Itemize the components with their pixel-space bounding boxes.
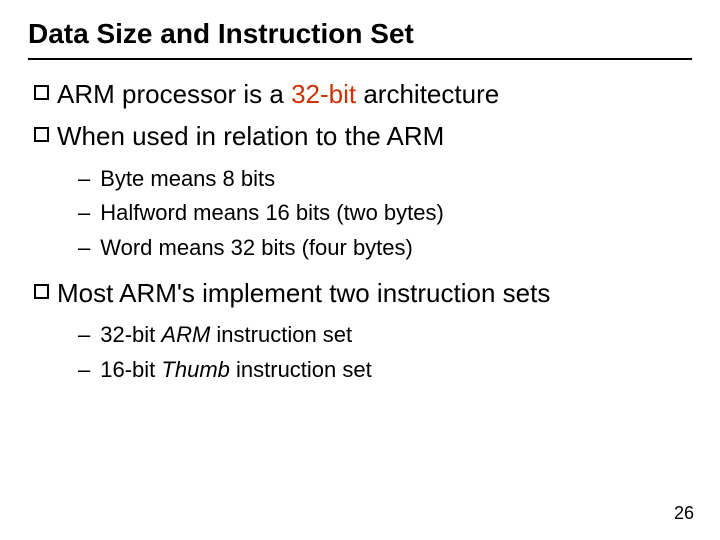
- dash-icon: –: [78, 164, 90, 194]
- square-bullet-icon: [34, 127, 49, 142]
- dash-icon: –: [78, 355, 90, 385]
- page-number: 26: [674, 503, 694, 524]
- square-bullet-icon: [34, 284, 49, 299]
- slide-container: Data Size and Instruction Set ARM proces…: [0, 0, 720, 540]
- sub-bullet-block: – 32-bit ARM instruction set – 16-bit Th…: [78, 320, 692, 384]
- bullet-post: architecture: [356, 79, 499, 109]
- sub-bullet-text: 32-bit ARM instruction set: [100, 320, 352, 350]
- bullet-l2: – 32-bit ARM instruction set: [78, 320, 692, 350]
- bullet-pre: When used in relation to the ARM: [57, 121, 444, 151]
- bullet-l1: When used in relation to the ARM: [28, 120, 692, 154]
- bullet-text: When used in relation to the ARM: [57, 120, 444, 154]
- bullet-highlight: 32-bit: [291, 79, 356, 109]
- sub-bullet-text: Byte means 8 bits: [100, 164, 275, 194]
- sub-bullet-text: 16-bit Thumb instruction set: [100, 355, 371, 385]
- slide-title: Data Size and Instruction Set: [28, 18, 692, 60]
- dash-icon: –: [78, 233, 90, 263]
- sub-post: instruction set: [230, 357, 372, 382]
- sub-bullet-text: Halfword means 16 bits (two bytes): [100, 198, 444, 228]
- dash-icon: –: [78, 320, 90, 350]
- dash-icon: –: [78, 198, 90, 228]
- bullet-l1: Most ARM's implement two instruction set…: [28, 277, 692, 311]
- sub-italic: Thumb: [161, 357, 229, 382]
- sub-italic: ARM: [161, 322, 210, 347]
- bullet-l2: – Byte means 8 bits: [78, 164, 692, 194]
- bullet-pre: Most ARM's implement two instruction set…: [57, 278, 550, 308]
- bullet-pre: ARM processor is a: [57, 79, 291, 109]
- bullet-text: Most ARM's implement two instruction set…: [57, 277, 550, 311]
- sub-bullet-block: – Byte means 8 bits – Halfword means 16 …: [78, 164, 692, 263]
- bullet-l2: – 16-bit Thumb instruction set: [78, 355, 692, 385]
- bullet-l1: ARM processor is a 32-bit architecture: [28, 78, 692, 112]
- bullet-l2: – Word means 32 bits (four bytes): [78, 233, 692, 263]
- bullet-text: ARM processor is a 32-bit architecture: [57, 78, 499, 112]
- square-bullet-icon: [34, 85, 49, 100]
- sub-pre: 32-bit: [100, 322, 161, 347]
- bullet-l2: – Halfword means 16 bits (two bytes): [78, 198, 692, 228]
- sub-post: instruction set: [210, 322, 352, 347]
- sub-bullet-text: Word means 32 bits (four bytes): [100, 233, 413, 263]
- sub-pre: 16-bit: [100, 357, 161, 382]
